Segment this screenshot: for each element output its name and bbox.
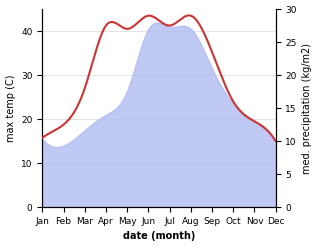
- X-axis label: date (month): date (month): [123, 231, 195, 242]
- Y-axis label: med. precipitation (kg/m2): med. precipitation (kg/m2): [302, 43, 313, 174]
- Y-axis label: max temp (C): max temp (C): [5, 74, 16, 142]
